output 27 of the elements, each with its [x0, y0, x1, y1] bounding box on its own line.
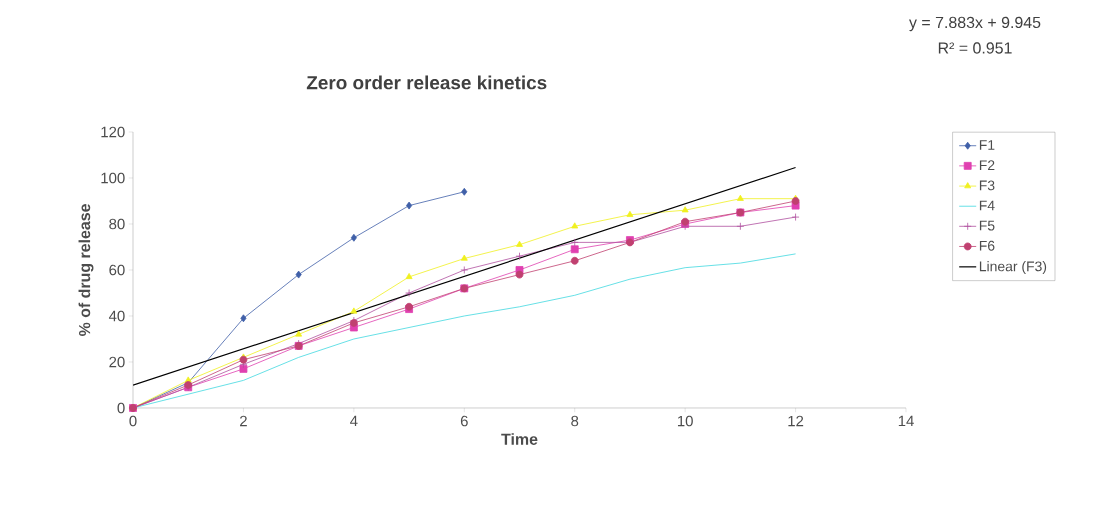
y-tick-label: 100: [101, 172, 125, 184]
x-tick-label: 0: [129, 415, 137, 427]
legend-label: Linear (F3): [979, 261, 1047, 275]
y-axis-title: % of drug release: [78, 204, 94, 337]
y-tick-label: 60: [109, 264, 125, 276]
x-tick-label: 8: [571, 415, 579, 427]
x-tick-label: 4: [350, 415, 358, 427]
legend-label: F3: [979, 180, 995, 191]
x-tick-label: 12: [788, 415, 804, 427]
chart-title: Zero order release kinetics: [306, 75, 547, 90]
legend-label: F2: [979, 160, 995, 170]
legend-label: F6: [979, 240, 995, 251]
x-tick-label: 2: [240, 415, 247, 427]
x-axis-title: Time: [501, 433, 538, 445]
x-tick-label: 10: [677, 415, 693, 427]
x-tick-label: 14: [898, 415, 914, 427]
legend-label: F4: [979, 200, 995, 211]
y-tick-label: 20: [109, 356, 125, 368]
legend-label: F5: [979, 220, 995, 231]
text: y = 7.883x + 9.945: [909, 16, 1041, 32]
y-tick-label: 40: [108, 310, 125, 322]
x-tick-label: 6: [460, 415, 468, 427]
legend-label: F1: [979, 140, 995, 150]
y-tick-label: 80: [109, 218, 125, 230]
y-tick-label: 120: [101, 126, 125, 138]
text: R² = 0.951: [938, 42, 1012, 54]
y-tick-label: 0: [117, 402, 125, 414]
